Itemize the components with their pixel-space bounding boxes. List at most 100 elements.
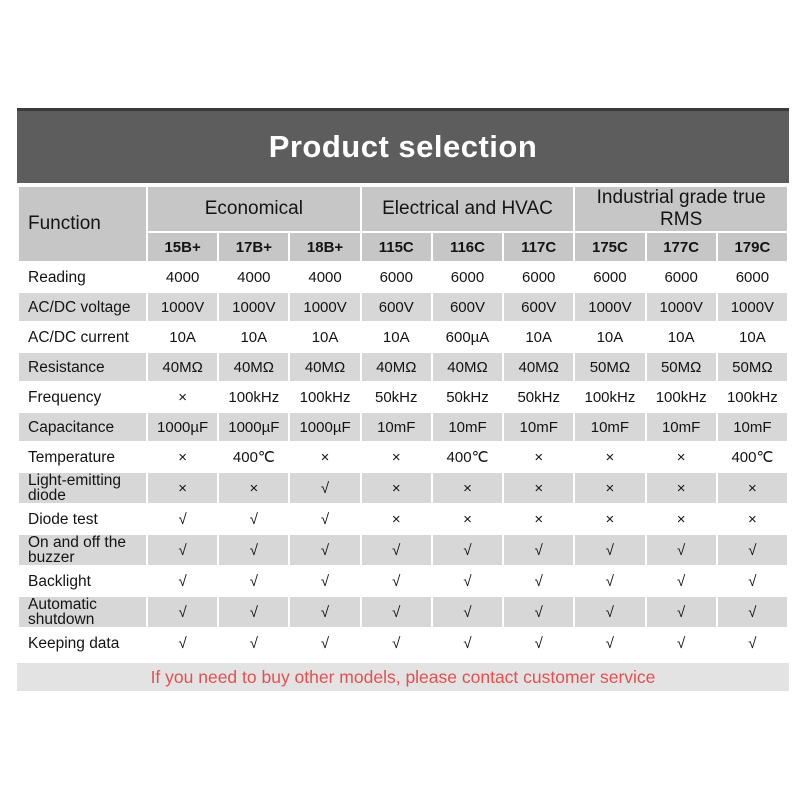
value-cell: √ — [502, 533, 576, 567]
value-cell: √ — [573, 627, 647, 659]
value-cell: 100kHz — [573, 381, 647, 413]
model-header-15b-plus: 15B+ — [145, 231, 220, 263]
value-cell: 40MΩ — [502, 351, 576, 383]
value-cell: √ — [573, 595, 647, 629]
value-cell: √ — [430, 627, 505, 659]
value-cell: √ — [145, 565, 220, 597]
value-cell: √ — [715, 533, 790, 567]
value-cell: 400℃ — [715, 441, 790, 473]
value-cell: √ — [217, 595, 291, 629]
model-header-179c: 179C — [715, 231, 790, 263]
value-cell: × — [715, 503, 790, 535]
value-cell: × — [145, 471, 220, 505]
value-cell: 50kHz — [430, 381, 505, 413]
table-row: Diode test √ √ √ × × × × × × — [17, 503, 790, 535]
value-cell: 40MΩ — [430, 351, 505, 383]
model-header-115c: 115C — [359, 231, 433, 263]
value-cell: × — [573, 471, 647, 505]
value-cell: √ — [288, 533, 362, 567]
model-header-177c: 177C — [644, 231, 718, 263]
value-cell: 10A — [502, 321, 576, 353]
value-cell: 40MΩ — [145, 351, 220, 383]
value-cell: 1000V — [644, 291, 718, 323]
value-cell: × — [573, 441, 647, 473]
value-cell: × — [644, 471, 718, 505]
product-selection-panel: Product selection Function Economical El… — [17, 108, 790, 691]
value-cell: √ — [288, 565, 362, 597]
model-header-175c: 175C — [573, 231, 647, 263]
value-cell: 600V — [359, 291, 433, 323]
value-cell: × — [288, 441, 362, 473]
value-cell: 1000V — [573, 291, 647, 323]
value-cell: 10A — [288, 321, 362, 353]
value-cell: 6000 — [573, 261, 647, 293]
value-cell: √ — [288, 627, 362, 659]
value-cell: 1000µF — [145, 411, 220, 443]
row-label: Frequency — [17, 381, 148, 413]
value-cell: 4000 — [217, 261, 291, 293]
product-table: Function Economical Electrical and HVAC … — [17, 185, 790, 659]
model-header-117c: 117C — [502, 231, 576, 263]
value-cell: 600V — [502, 291, 576, 323]
value-cell: 6000 — [644, 261, 718, 293]
value-cell: √ — [430, 595, 505, 629]
value-cell: × — [217, 471, 291, 505]
value-cell: √ — [573, 565, 647, 597]
value-cell: × — [644, 441, 718, 473]
value-cell: × — [145, 441, 220, 473]
value-cell: √ — [217, 627, 291, 659]
value-cell: 10mF — [359, 411, 433, 443]
value-cell: 600V — [430, 291, 505, 323]
value-cell: √ — [359, 627, 433, 659]
value-cell: √ — [288, 471, 362, 505]
value-cell: 4000 — [288, 261, 362, 293]
table-row: AC/DC voltage 1000V 1000V 1000V 600V 600… — [17, 291, 790, 323]
value-cell: √ — [217, 533, 291, 567]
value-cell: 1000V — [288, 291, 362, 323]
value-cell: × — [359, 471, 433, 505]
value-cell: 400℃ — [217, 441, 291, 473]
row-label: AC/DC voltage — [17, 291, 148, 323]
value-cell: 1000V — [217, 291, 291, 323]
value-cell: 4000 — [145, 261, 220, 293]
function-header: Function — [17, 185, 148, 263]
value-cell: 1000V — [715, 291, 790, 323]
value-cell: × — [430, 471, 505, 505]
value-cell: √ — [644, 565, 718, 597]
table-row: Resistance 40MΩ 40MΩ 40MΩ 40MΩ 40MΩ 40MΩ… — [17, 351, 790, 383]
value-cell: √ — [715, 565, 790, 597]
value-cell: 40MΩ — [288, 351, 362, 383]
value-cell: √ — [644, 595, 718, 629]
model-header-17b-plus: 17B+ — [217, 231, 291, 263]
value-cell: 100kHz — [644, 381, 718, 413]
value-cell: √ — [715, 627, 790, 659]
value-cell: × — [430, 503, 505, 535]
row-label: Capacitance — [17, 411, 148, 443]
table-row: Backlight √ √ √ √ √ √ √ √ √ — [17, 565, 790, 597]
value-cell: √ — [430, 533, 505, 567]
value-cell: √ — [359, 595, 433, 629]
table-row: Light-emitting diode × × √ × × × × × × — [17, 471, 790, 505]
value-cell: 6000 — [502, 261, 576, 293]
group-header-row: Function Economical Electrical and HVAC … — [17, 185, 789, 263]
model-header-116c: 116C — [430, 231, 505, 263]
value-cell: √ — [145, 533, 220, 567]
table-row: Automatic shutdown √ √ √ √ √ √ √ √ √ — [17, 595, 790, 629]
row-label: Light-emitting diode — [17, 471, 148, 505]
page-title: Product selection — [17, 108, 789, 183]
value-cell: √ — [288, 503, 362, 535]
table-row: On and off the buzzer √ √ √ √ √ √ √ √ √ — [17, 533, 790, 567]
row-label: Automatic shutdown — [17, 595, 148, 629]
value-cell: × — [502, 471, 576, 505]
value-cell: 10mF — [430, 411, 505, 443]
value-cell: 1000µF — [288, 411, 362, 443]
value-cell: 50MΩ — [715, 351, 790, 383]
group-header-electrical-and-hvac: Electrical and HVAC — [359, 185, 576, 233]
row-label: Reading — [17, 261, 148, 293]
value-cell: 100kHz — [715, 381, 790, 413]
value-cell: 100kHz — [288, 381, 362, 413]
value-cell: × — [502, 503, 576, 535]
value-cell: 10A — [359, 321, 433, 353]
value-cell: √ — [573, 533, 647, 567]
value-cell: √ — [217, 503, 291, 535]
